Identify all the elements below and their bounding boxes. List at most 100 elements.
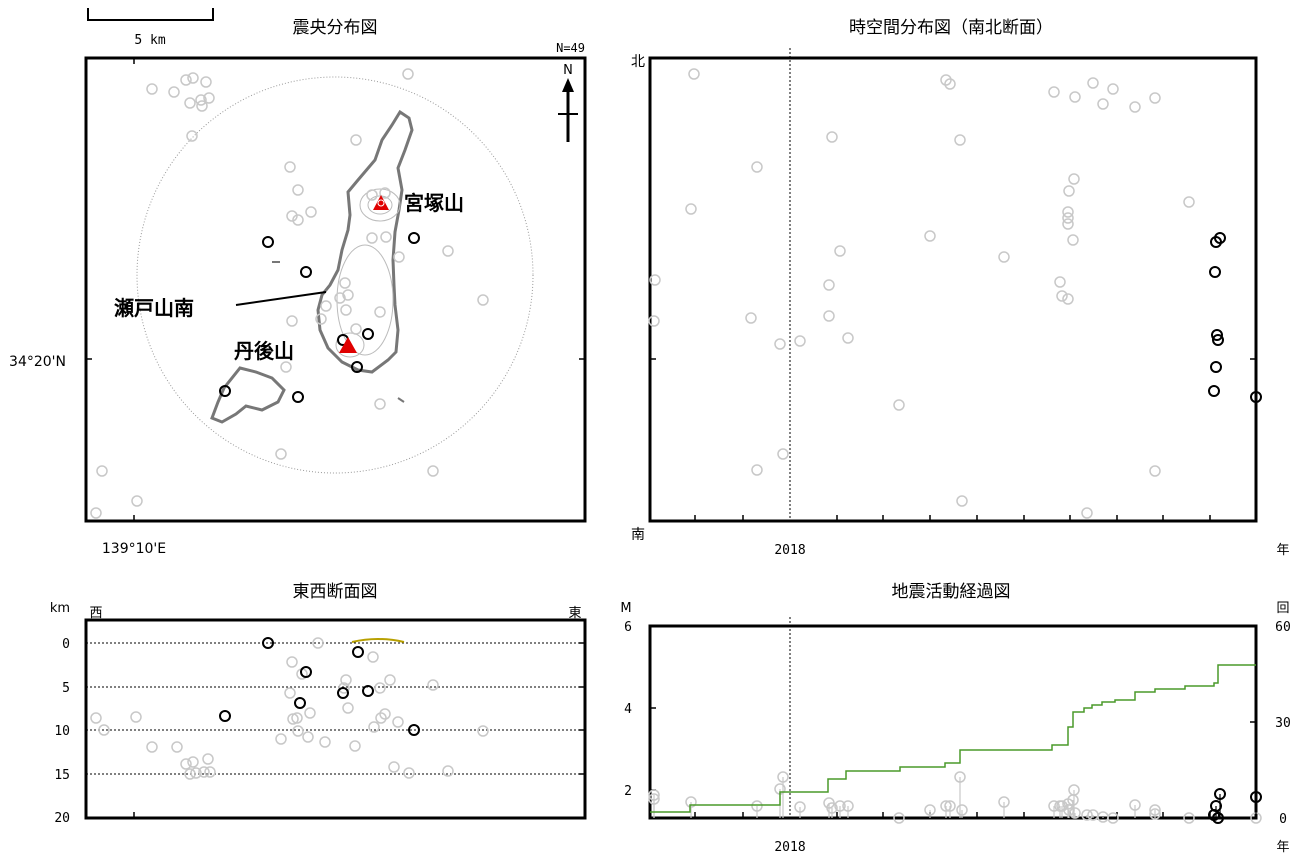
north-arrow-label: N: [563, 63, 573, 78]
spacetime-event-old: [1063, 185, 1075, 197]
hypocenter-old: [146, 741, 158, 753]
hypocenter-old: [384, 674, 396, 686]
magnitude-event-recent: [1214, 788, 1226, 800]
left-unit: M: [620, 601, 631, 616]
epicenter-old: [379, 187, 391, 199]
spacetime-event-old: [1149, 92, 1161, 104]
hypocenter-old: [392, 716, 404, 728]
map-ticks: [86, 58, 585, 521]
setoyama-label: 瀬戸山南: [114, 296, 194, 320]
m-tick-6: 6: [624, 620, 632, 635]
epicenter-old: [340, 304, 352, 316]
hypocenter-old: [304, 707, 316, 719]
hypocenter-old: [349, 740, 361, 752]
hypocenter-old: [98, 724, 110, 736]
spacetime-x-tick-2018: 2018: [774, 543, 805, 558]
spacetime-event-old: [1107, 83, 1119, 95]
hypocenter-old: [286, 656, 298, 668]
epicenter-old: [366, 189, 378, 201]
hypocenter-old: [379, 708, 391, 720]
magnitude-event-recent: [1212, 812, 1224, 824]
ew-depth-gridlines: [86, 642, 585, 775]
spacetime-event-old: [1062, 293, 1074, 305]
spacetime-event-old: [1097, 98, 1109, 110]
epicenter-recent: [219, 385, 231, 397]
hypocenter-old: [338, 682, 350, 694]
epicenter-old: [90, 507, 102, 519]
magnitude-event-recent: [1250, 791, 1262, 803]
spacetime-event-old: [924, 230, 936, 242]
hypocenter-old: [130, 711, 142, 723]
magnitude-event-old: [834, 800, 846, 812]
spacetime-event-old: [1067, 234, 1079, 246]
spacetime-event-old: [1183, 196, 1195, 208]
activity-right-axis-labels: 60 30 0: [1275, 620, 1291, 827]
spacetime-panel: 時空間分布図（南北断面） 北 南 2018 年: [631, 18, 1290, 558]
hypocenter-old: [442, 765, 454, 777]
epicenter-old: [427, 465, 439, 477]
spacetime-event-old: [751, 464, 763, 476]
spacetime-points: [648, 68, 1262, 519]
hypocenter-old: [319, 736, 331, 748]
magnitude-event-old: [924, 804, 936, 816]
epicenter-old: [286, 210, 298, 222]
spacetime-event-recent: [1212, 334, 1224, 346]
depth-label-0: 0: [62, 637, 70, 652]
leader-line: [235, 291, 327, 306]
magnitude-event-old: [751, 800, 763, 812]
m-tick-4: 4: [624, 702, 632, 717]
south-label: 南: [631, 527, 645, 543]
spacetime-event-recent: [1210, 361, 1222, 373]
epicenter-recent: [292, 391, 304, 403]
magnitude-event-old: [1107, 812, 1119, 824]
hypocenter-old: [291, 712, 303, 724]
region-circle: [136, 76, 534, 474]
epicenter-old: [203, 92, 215, 104]
spacetime-event-old: [1062, 218, 1074, 230]
topographic-contours: [335, 188, 401, 358]
spacetime-event-old: [1069, 91, 1081, 103]
spacetime-x-unit: 年: [1276, 543, 1289, 558]
hypocenter-old: [180, 758, 192, 770]
activity-panel: 地震活動経過図 M 回 6 4 2 60 30 0 2018 年: [620, 582, 1290, 855]
spacetime-event-recent: [1250, 391, 1262, 403]
ew-section-panel: 東西断面図 km 西 東 0 5 10 15 20: [50, 582, 587, 826]
epicenter-old: [196, 100, 208, 112]
count-tick-60: 60: [1275, 620, 1291, 635]
magnitude-event-old: [826, 802, 838, 814]
spacetime-event-recent: [1210, 236, 1222, 248]
magnitude-event-old: [944, 800, 956, 812]
hypocenter-old: [184, 768, 196, 780]
topography-profile: [351, 638, 405, 643]
magnitude-event-old: [685, 796, 697, 808]
activity-x-tick-2018: 2018: [774, 840, 805, 855]
hypocenter-old: [342, 702, 354, 714]
depth-label-20: 20: [54, 811, 70, 826]
epicenter-old: [320, 300, 332, 312]
hypocenter-old: [284, 687, 296, 699]
hypocenter-old: [171, 741, 183, 753]
count-label: N=49: [556, 41, 585, 55]
cumulative-count-line: [650, 664, 1256, 813]
epicenter-recent: [362, 328, 374, 340]
m-tick-2: 2: [624, 784, 632, 799]
epicenter-old: [366, 232, 378, 244]
ew-ticks: [133, 642, 585, 818]
spacetime-ticks: [650, 358, 1256, 521]
epicenter-old: [374, 398, 386, 410]
epicenter-old: [292, 184, 304, 196]
map-points: [90, 68, 489, 519]
magnitude-event-old: [956, 804, 968, 816]
epicenter-old: [187, 72, 199, 84]
hypocenter-old: [403, 767, 415, 779]
hypocenter-old: [375, 712, 387, 724]
epicenter-recent: [300, 266, 312, 278]
tangoyama-label: 丹後山: [234, 339, 294, 363]
spacetime-title: 時空間分布図（南北断面）: [849, 18, 1053, 38]
activity-title: 地震活動経過図: [892, 582, 1011, 602]
hypocenter-recent: [408, 724, 420, 736]
map-title: 震央分布図: [293, 18, 378, 38]
hypocenter-old: [198, 766, 210, 778]
epicenter-old: [184, 97, 196, 109]
spacetime-event-old: [1054, 276, 1066, 288]
